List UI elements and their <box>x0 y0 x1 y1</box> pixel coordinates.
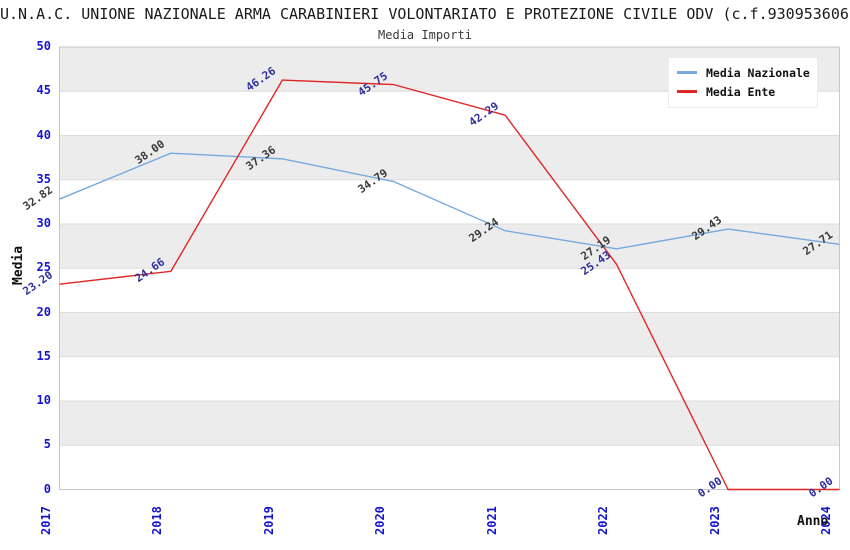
grid-band <box>59 224 840 269</box>
x-tick-label: 2022 <box>596 506 611 535</box>
y-tick-label: 0 <box>43 481 51 496</box>
y-tick-label: 50 <box>36 39 51 53</box>
series-line-media-ente <box>59 79 840 491</box>
y-tick-label: 30 <box>36 216 51 230</box>
legend-item-media-nazionale: Media Nazionale <box>677 63 810 82</box>
grid-band <box>59 401 840 446</box>
y-tick-label: 35 <box>36 171 51 186</box>
x-tick-label: 2019 <box>261 506 276 535</box>
x-axis-label: Anno <box>797 514 829 529</box>
y-axis-label: Media <box>11 245 26 285</box>
grid-band <box>59 312 840 357</box>
y-tick-label: 25 <box>36 260 51 275</box>
y-tick-label: 20 <box>36 304 51 319</box>
series-line-media-nazionale <box>59 152 840 250</box>
x-tick-label: 2017 <box>39 506 53 535</box>
legend-item-media-ente: Media Ente <box>677 82 809 101</box>
x-tick-label: 2020 <box>373 506 388 535</box>
y-tick-label: 40 <box>36 127 51 142</box>
x-tick-label: 2023 <box>707 506 722 535</box>
y-tick-label: 5 <box>43 437 51 452</box>
legend-swatch-blue-line-icon <box>677 71 697 74</box>
legend-label: Media Ente <box>706 84 776 99</box>
chart-title: U.N.A.C. UNIONE NAZIONALE ARMA CARABINIE… <box>0 5 850 23</box>
y-tick-label: 10 <box>36 393 51 407</box>
grid-band <box>59 135 840 180</box>
y-tick-label: 15 <box>36 348 51 363</box>
chart-subtitle: Media Importi <box>378 28 472 42</box>
x-tick-label: 2021 <box>484 506 499 535</box>
legend-swatch-red-line-icon <box>677 90 697 93</box>
y-tick-label: 45 <box>36 83 51 98</box>
legend-label: Media Nazionale <box>706 65 810 80</box>
plot-border <box>59 46 840 490</box>
x-tick-label: 2018 <box>150 506 165 535</box>
legend: Media Nazionale Media Ente <box>668 57 818 108</box>
